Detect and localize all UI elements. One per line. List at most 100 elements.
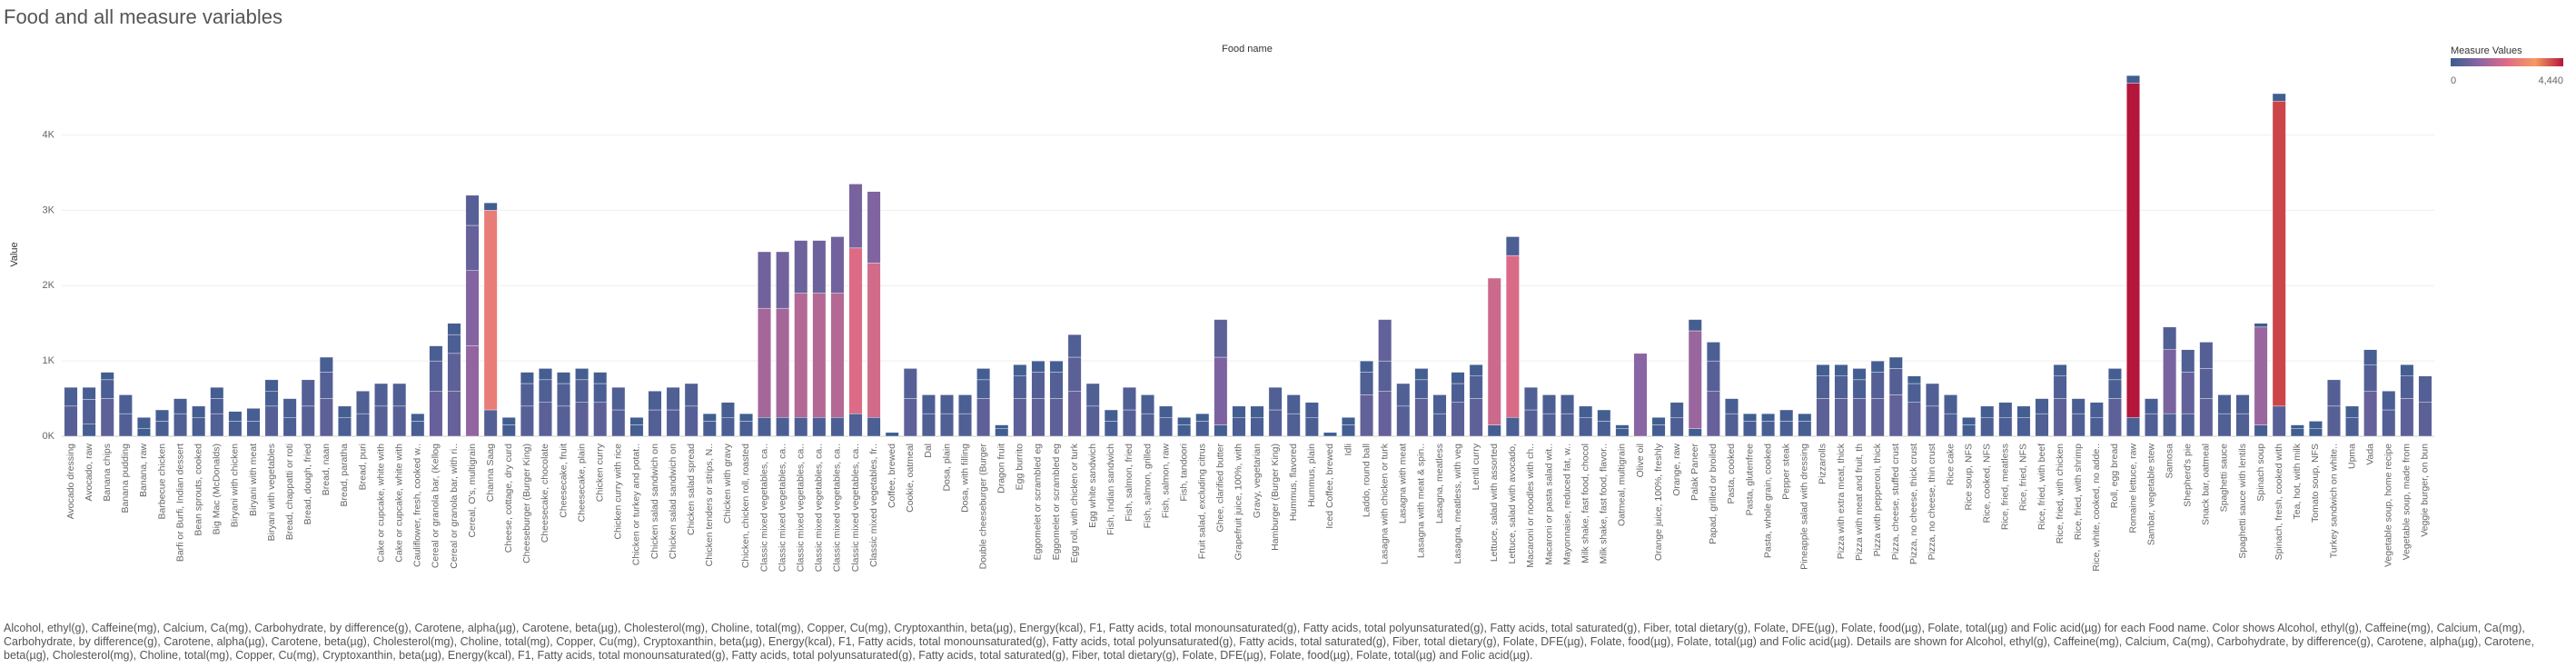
bar-segment [2235, 394, 2250, 414]
bar-segment [903, 398, 917, 437]
chart: Food and all measure variables Food name… [4, 5, 2563, 572]
bar-segment [2163, 349, 2177, 414]
x-tick-label: Classic mixed vegetables, ca.. [796, 444, 807, 572]
bar-segment [903, 368, 917, 399]
x-tick-label: Pizza, no cheese, thin crust [1927, 444, 1937, 560]
bar-segment [1597, 421, 1611, 437]
bar-segment [1067, 356, 1082, 392]
bar-segment [2199, 342, 2214, 369]
bar-segment [794, 293, 808, 418]
y-axis-label: Value [9, 242, 20, 266]
x-tick-label: Cheese, cottage, dry curd [503, 444, 514, 553]
bar-segment [1013, 398, 1027, 437]
bar-segment [118, 413, 133, 437]
bar-segment [100, 398, 114, 437]
x-tick-label: Pizza, no cheese, thick crust [1908, 444, 1919, 564]
bar-segment [958, 413, 973, 437]
bar-segment [319, 356, 333, 373]
x-tick-label: Classic mixed vegetables, fr.. [868, 444, 879, 567]
bar-segment [1122, 409, 1136, 437]
bar-segment [1725, 398, 1739, 414]
bar-segment [2418, 402, 2432, 437]
bar-segment [648, 409, 662, 437]
bar-segment [1907, 402, 1921, 437]
bar-segment [2053, 398, 2067, 437]
bar-segment [812, 293, 827, 418]
bar-segment [684, 383, 698, 407]
bar-segment [1396, 383, 1411, 407]
y-tick-label: 2K [43, 280, 55, 291]
x-tick-label: Fish, salmon, fried [1124, 444, 1134, 522]
bar-segment [2145, 413, 2159, 437]
bar-segment [1633, 353, 1648, 437]
x-tick-label: Lettuce, salad with avocado, [1507, 444, 1518, 564]
bar-segment [210, 386, 224, 399]
bar-segment [867, 263, 881, 418]
x-tick-label: Barbecue chicken [156, 444, 167, 520]
bar-segment [2016, 405, 2031, 418]
bar-segment [539, 379, 552, 403]
x-tick-label: Lettuce, salad with assorted [1489, 444, 1500, 562]
bar-segment [758, 251, 771, 309]
x-tick-label: Laddo, round ball [1361, 444, 1372, 517]
bar-segment [1451, 372, 1465, 384]
bar-segment [2053, 364, 2067, 376]
bar-segment [483, 409, 498, 437]
bar-segment [1505, 254, 1520, 418]
legend-max: 4,440 [2538, 75, 2563, 86]
bar-segment [1286, 394, 1301, 414]
x-tick-label: Cereal or granola bar, (Kellog [431, 444, 441, 568]
bar-segment [1469, 375, 1483, 399]
bar-segment [629, 417, 644, 425]
bar-segment [776, 307, 790, 418]
x-tick-label: Eggomelet or scrambled eg [1051, 444, 1062, 561]
bar-segment [593, 383, 608, 403]
bar-segment [1651, 424, 1666, 437]
x-tick-label: Fish, salmon, grilled [1142, 444, 1153, 529]
bar-segment [1579, 417, 1593, 437]
x-tick-label: Mayonnaise, reduced fat, w.. [1561, 444, 1572, 565]
x-tick-label: Pizza with meat and fruit, th [1854, 444, 1865, 561]
y-tick-label: 4K [43, 129, 55, 140]
legend-min: 0 [2451, 75, 2456, 86]
bar-segment [2071, 413, 2086, 437]
x-tick-label: Lasagna, meatless [1434, 444, 1445, 523]
bar-segment [1049, 360, 1064, 373]
bar-segment [1560, 413, 1575, 437]
bar-segment [1834, 398, 1848, 437]
bar-segment [282, 417, 297, 437]
x-tick-label: Spinach, fresh, cooked with [2274, 444, 2284, 561]
x-tick-label: Classic mixed vegetables, ca.. [777, 444, 788, 572]
x-tick-label: Chicken curry [595, 443, 606, 502]
x-tick-label: Pizza with extra meat, thick [1836, 443, 1847, 559]
x-tick-label: Chicken salad sandwich on [649, 444, 660, 559]
bar-segment [1177, 424, 1192, 437]
x-tick-label: Vada [2364, 444, 2375, 465]
bar-segment [228, 411, 243, 422]
bar-segment [1104, 421, 1118, 437]
x-tick-label: Fish, Indian sandwich [1105, 444, 1116, 535]
bar-segment [1085, 383, 1100, 407]
bar-segment [1286, 413, 1301, 437]
bar-segment [2363, 391, 2378, 437]
bar-segment [1067, 334, 1082, 358]
x-tick-label: Cheesecake, plain [576, 444, 587, 523]
x-tick-label: Rice, fried, NFS [2018, 444, 2029, 511]
bar-segment [995, 428, 1009, 437]
x-tick-label: Pizza, cheese, stuffed crust [1890, 444, 1901, 560]
bar-segment [447, 323, 461, 335]
bar-segment [830, 417, 845, 437]
bar-segment [319, 398, 333, 437]
bar-segment [812, 417, 827, 437]
x-tick-label: Lentil curry [1471, 443, 1481, 490]
bar-segment [155, 409, 169, 422]
x-tick-label: Chicken or turkey and potat.. [631, 444, 642, 565]
y-tick-label: 1K [43, 355, 55, 366]
bar-segment [1268, 386, 1283, 411]
bar-segment [392, 405, 407, 437]
bar-segment [1304, 417, 1319, 437]
bar-segment [2254, 424, 2268, 437]
x-tick-label: Rice, white, cooked, no adde.. [2091, 444, 2102, 572]
bar-segment [1870, 372, 1885, 399]
